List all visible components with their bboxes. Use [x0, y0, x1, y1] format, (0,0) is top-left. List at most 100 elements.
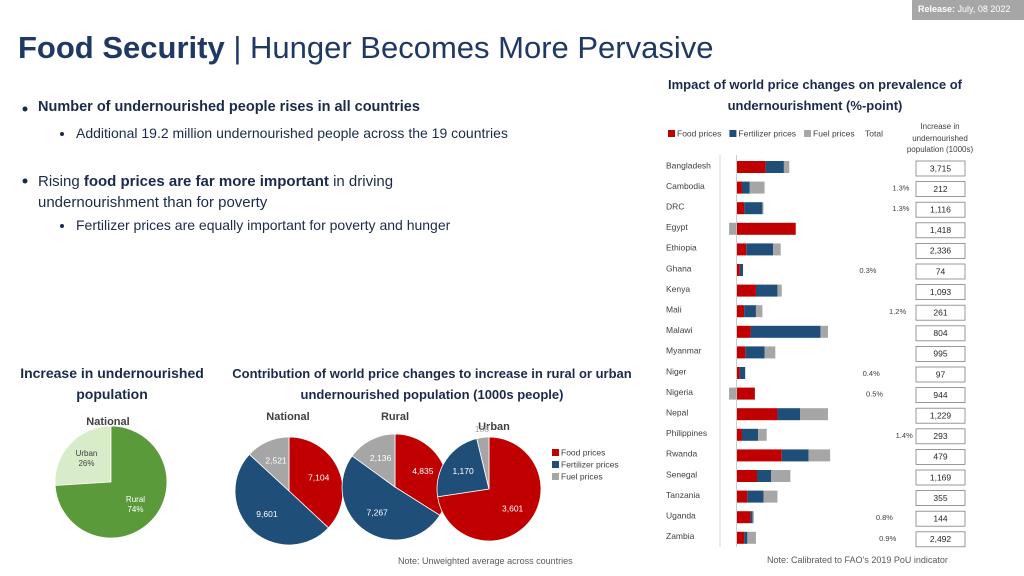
increase-label: 261 — [933, 307, 947, 317]
increase-box — [915, 490, 966, 507]
increase-box — [915, 263, 966, 280]
pie-slice — [476, 436, 490, 490]
increase-box — [915, 160, 966, 177]
bar-segment — [729, 387, 737, 400]
slice-label: 2,136 — [370, 453, 392, 463]
total-label: 1.4% — [896, 431, 913, 440]
sub-bullet-text: Additional 19.2 million undernourished p… — [76, 125, 508, 141]
pie-title: National — [266, 411, 309, 423]
total-label: 0.3% — [859, 266, 876, 275]
total-label: 1.3% — [892, 204, 909, 213]
increase-box — [915, 510, 966, 527]
pie-slice — [288, 436, 344, 529]
category-label: Bangladesh — [666, 160, 711, 170]
title-bold: Food Security — [18, 30, 225, 65]
pie-title: National — [86, 416, 129, 428]
increase-label: 355 — [933, 493, 947, 503]
bar-segment — [736, 449, 782, 462]
category-label: Malawi — [666, 325, 693, 335]
increase-box — [915, 242, 966, 259]
bar-segment — [736, 202, 745, 215]
category-label: Nepal — [666, 407, 688, 417]
legend-swatch — [552, 461, 559, 468]
bullet — [60, 132, 64, 136]
release-label: Release: — [918, 4, 956, 14]
bar-segment — [736, 490, 748, 503]
release-box — [912, 0, 1024, 20]
bar-segment — [736, 222, 796, 235]
increase-label: 2,336 — [930, 246, 952, 256]
bar-segment — [739, 264, 744, 276]
bar-segment — [755, 284, 778, 297]
bar-segment — [736, 367, 740, 379]
bar-segment — [744, 305, 756, 318]
text-part: in driving undernourishment than for pov… — [38, 173, 398, 211]
legend-swatch — [552, 449, 559, 456]
increase-box — [915, 304, 966, 321]
bar-segment — [820, 325, 828, 338]
pie-slice — [234, 453, 330, 546]
bar-segment — [739, 367, 746, 379]
bar-segment — [747, 531, 756, 544]
increase-label: 479 — [933, 452, 947, 462]
bar-segment — [749, 181, 765, 194]
legend-label: Fertilizer prices — [561, 459, 619, 469]
total-label: 0.9% — [879, 534, 896, 543]
increase-label: 1,116 — [930, 204, 951, 214]
slice-label: 1,170 — [452, 466, 474, 476]
bar-segment — [765, 161, 784, 173]
category-label: Kenya — [666, 284, 690, 294]
increase-box — [915, 345, 966, 362]
bar-segment — [736, 531, 745, 544]
text-part: Rising — [38, 173, 84, 190]
bar-segment — [758, 428, 767, 441]
bar-segment — [808, 449, 831, 462]
category-label: Philippines — [666, 428, 707, 438]
bar-segment — [736, 346, 746, 359]
bar-segment — [741, 181, 750, 194]
increase-box — [915, 325, 966, 342]
bar-segment — [736, 325, 751, 338]
bar-title: Impact of world price changes on prevale… — [667, 77, 963, 113]
total-label: 1.3% — [892, 184, 909, 193]
pie-slice — [54, 425, 168, 539]
bullet-text: Number of undernourished people rises in… — [38, 99, 420, 115]
bar-segment — [750, 511, 753, 524]
title-rest: Hunger Becomes More Pervasive — [250, 30, 714, 65]
increase-label: 97 — [936, 369, 946, 379]
increase-box — [915, 366, 966, 383]
increase-label: 74 — [936, 266, 946, 276]
bar-segment — [736, 243, 747, 256]
category-label: Rwanda — [666, 449, 697, 459]
category-label: Senegal — [666, 469, 697, 479]
category-label: Tanzania — [666, 490, 700, 500]
sub-bullet-text: Fertilizer prices are equally important … — [76, 217, 451, 233]
bar-segment — [736, 470, 758, 482]
bar-segment — [745, 346, 765, 359]
slice-label: 26% — [78, 459, 94, 468]
category-label: Uganda — [666, 510, 696, 520]
bar-segment — [741, 428, 759, 441]
category-label: Egypt — [666, 222, 688, 232]
bar-segment — [783, 161, 790, 173]
bar-segment — [777, 284, 782, 297]
legend-label: Fertilizer prices — [738, 128, 796, 138]
increase-label: 212 — [933, 184, 947, 194]
bar-segment — [744, 531, 748, 544]
bar-segment — [800, 408, 828, 421]
total-label: 0.8% — [876, 513, 893, 522]
increase-label: 1,229 — [930, 410, 952, 420]
bullet-text: Rising food prices are far more importan… — [38, 171, 478, 213]
legend-swatch — [552, 473, 559, 480]
total-label: 0.5% — [866, 390, 883, 399]
pie-slice — [54, 425, 112, 486]
slice-label: 2,521 — [265, 456, 287, 466]
category-label: Ghana — [666, 263, 692, 273]
increase-label: 995 — [933, 349, 947, 359]
bar-segment — [752, 511, 754, 524]
bar-segment — [736, 264, 740, 276]
increase-box — [915, 448, 966, 465]
legend-label: Food prices — [561, 447, 605, 457]
increase-box — [915, 428, 966, 445]
